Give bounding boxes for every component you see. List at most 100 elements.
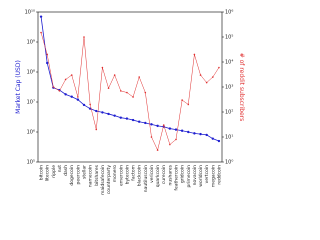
data-point — [144, 121, 147, 125]
data-point — [205, 133, 208, 137]
x-tick-label: stellar — [82, 165, 88, 179]
x-tick-label: bitcoin — [39, 165, 45, 180]
y-tick-label: 10⁷ — [27, 100, 35, 106]
data-point — [46, 53, 48, 56]
data-point — [40, 31, 42, 34]
data-point — [205, 81, 208, 84]
x-tick-label: curecoin — [161, 165, 167, 184]
data-point — [174, 128, 178, 131]
series-line — [40, 16, 220, 142]
data-point — [64, 78, 67, 81]
data-point — [83, 36, 85, 38]
data-point — [119, 116, 123, 119]
data-point — [126, 91, 128, 94]
data-point — [138, 76, 140, 78]
x-tick-label: blackcoin — [137, 165, 143, 186]
y2-tick-label: 10⁴ — [225, 60, 233, 66]
x-tick-label: dash — [63, 165, 69, 176]
data-point — [101, 66, 104, 69]
data-point — [131, 118, 135, 122]
data-point — [144, 91, 147, 94]
plot-frame — [37, 11, 223, 163]
y-tick-label: 10¹⁰ — [25, 10, 35, 16]
x-tick-label: emercoin — [118, 165, 124, 186]
data-point — [199, 74, 202, 76]
data-point — [113, 114, 116, 117]
y-tick-label: 10⁶ — [27, 130, 35, 136]
data-point — [89, 103, 91, 106]
y-tick-label: 10⁸ — [27, 70, 35, 76]
data-point — [180, 129, 184, 132]
data-point — [125, 117, 129, 120]
x-tick-label: factom — [131, 165, 137, 181]
data-point — [193, 53, 196, 56]
data-point — [212, 76, 214, 78]
data-point — [150, 123, 153, 126]
data-point — [70, 74, 73, 76]
data-point — [95, 128, 98, 131]
data-point — [64, 93, 67, 96]
data-point — [175, 138, 177, 141]
x-tick-label: reddcoin — [216, 165, 222, 185]
x-tick-label: counterparty — [106, 165, 112, 195]
data-point — [156, 149, 159, 151]
x-tick-label: maidsafecoin — [100, 165, 106, 195]
x-tick-label: feathercoin — [174, 165, 180, 191]
data-point — [113, 74, 116, 76]
x-tick-label: novacoin — [192, 165, 198, 186]
y2-tick-label: 10⁶ — [225, 10, 233, 16]
data-point — [187, 103, 190, 106]
data-point — [218, 66, 220, 69]
data-point — [120, 90, 122, 92]
x-tick-label: nautiluscoin — [143, 165, 149, 192]
x-tick-label: monero — [112, 165, 118, 183]
data-point — [82, 103, 86, 107]
x-tick-label: bitshares — [94, 164, 100, 185]
data-point — [168, 127, 172, 130]
data-point — [70, 95, 73, 98]
data-point — [101, 111, 104, 114]
data-point — [181, 99, 183, 101]
data-point — [217, 139, 221, 143]
x-tick-label: gridcoin — [180, 165, 186, 183]
x-tick-label: namecoin — [88, 165, 94, 187]
y2-tick-label: 10³ — [225, 85, 233, 91]
x-tick-label: ripple — [51, 165, 57, 178]
x-tick-label: vericoin — [149, 165, 155, 183]
data-point — [46, 61, 49, 65]
y-tick-label: 10⁹ — [27, 40, 35, 46]
y2-tick-label: 10² — [225, 110, 233, 116]
data-point — [58, 90, 61, 92]
data-point — [95, 109, 98, 113]
data-point — [138, 120, 141, 123]
x-tick-label: quarkcoin — [155, 165, 161, 187]
x-tick-label: megacoin — [210, 165, 216, 187]
x-tick-label: nxt — [57, 165, 63, 173]
data-point — [76, 98, 80, 101]
data-point — [132, 96, 134, 98]
data-point — [77, 96, 79, 98]
x-tick-label: vertcoin — [204, 165, 210, 184]
data-point — [199, 132, 202, 136]
chart: Market Cap (USD) # of reddit subscribers… — [15, 10, 245, 196]
data-point — [52, 86, 55, 88]
data-point — [193, 132, 196, 135]
data-point — [150, 136, 153, 138]
y-tick-label: 10⁵ — [27, 160, 35, 166]
x-tick-label: bytecoin — [124, 165, 130, 185]
x-tick-label: nushares — [167, 164, 173, 185]
y2-tick-label: 10⁰ — [225, 160, 233, 166]
data-point — [169, 143, 171, 146]
data-point — [107, 112, 110, 116]
series-line — [40, 32, 220, 151]
data-point — [211, 137, 214, 140]
x-tick-label: worldcoin — [198, 165, 204, 187]
data-point — [39, 15, 43, 18]
x-tick-label: dogecoin — [69, 165, 75, 186]
data-point — [156, 124, 159, 128]
y2-tick-label: 10⁵ — [225, 35, 233, 41]
data-point — [88, 107, 92, 110]
x-tick-label: primecoin — [186, 165, 192, 188]
data-point — [107, 87, 110, 89]
data-point — [187, 130, 190, 134]
